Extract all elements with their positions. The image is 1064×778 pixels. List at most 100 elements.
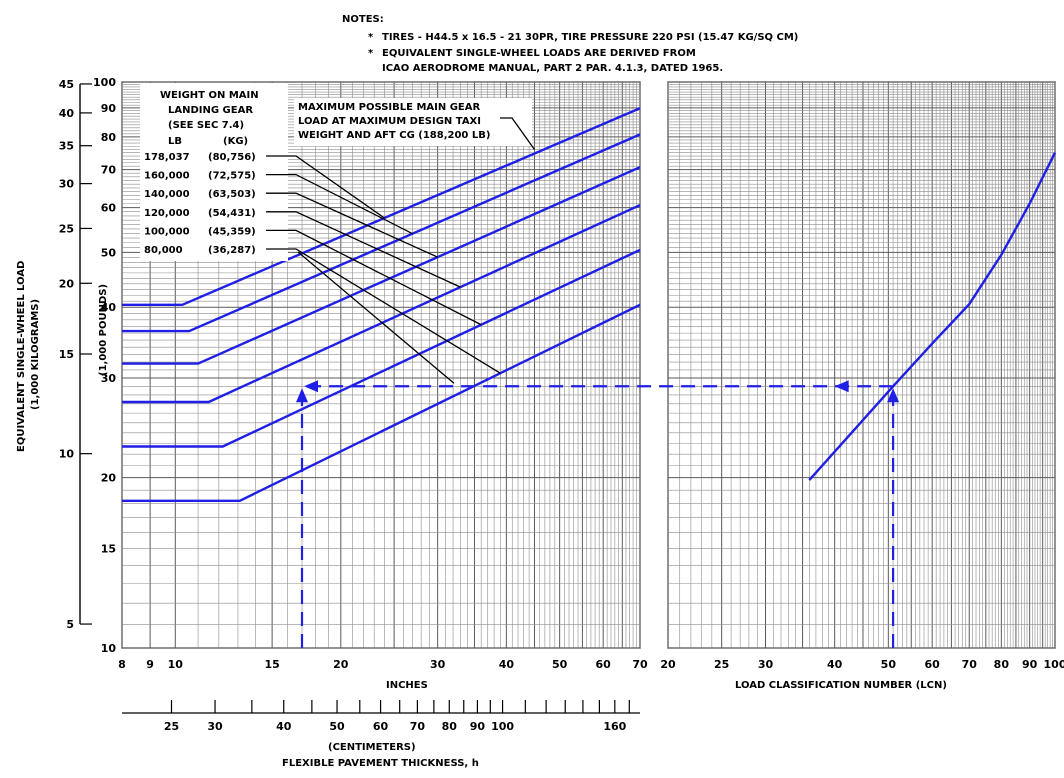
legend-kg-value: (72,575) bbox=[208, 171, 256, 182]
x-tick-inches: 60 bbox=[596, 658, 612, 671]
x-tick-lcn: 50 bbox=[881, 658, 897, 671]
legend-rows: 178,037 (80,756) 160,000 (72,575) 140,000 (63… bbox=[144, 152, 256, 256]
lcn-curve-line bbox=[808, 152, 1057, 481]
lcn-curve bbox=[808, 152, 1057, 481]
cm-tick-label: 25 bbox=[164, 720, 179, 733]
annotation-line-1: MAXIMUM POSSIBLE MAIN GEAR bbox=[298, 102, 480, 113]
x-cm-label: (CENTIMETERS) bbox=[328, 742, 416, 753]
x-tick-inches: 10 bbox=[168, 658, 184, 671]
y-tick-kilograms: 45 bbox=[59, 78, 74, 91]
annotation-line-2: LOAD AT MAXIMUM DESIGN TAXI bbox=[298, 116, 481, 127]
x-tick-inches: 50 bbox=[552, 658, 568, 671]
legend-leader-line bbox=[266, 155, 385, 219]
y-tick-pounds: 80 bbox=[101, 131, 117, 144]
notes-bullet-1: * bbox=[368, 32, 374, 43]
legend-title-1: WEIGHT ON MAIN bbox=[160, 90, 259, 101]
legend-lb-value: 120,000 bbox=[144, 208, 190, 219]
legend-leader-line bbox=[266, 192, 438, 258]
weight-curves bbox=[122, 107, 641, 502]
legend-col-lb: LB bbox=[168, 136, 182, 147]
y-tick-kilograms: 5 bbox=[66, 618, 74, 631]
arrow-left-end bbox=[304, 380, 319, 393]
centimeter-scale: 25 30 40 50 60 70 80 90 100 160 bbox=[122, 700, 640, 733]
intersect-leader-line bbox=[297, 251, 455, 384]
example-path bbox=[296, 380, 900, 648]
x-tick-lcn: 30 bbox=[758, 658, 774, 671]
legend-leader-line bbox=[266, 248, 501, 374]
left-axis-ticks: 8 9 10 15 20 30 40 50 60 70 10 15 20 30 40 50 60 70 80 90 10… bbox=[59, 76, 648, 671]
notes-heading: NOTES: bbox=[342, 14, 384, 25]
legend-lb-value: 178,037 bbox=[144, 152, 190, 163]
legend-leader-line bbox=[266, 173, 413, 235]
y-tick-pounds: 20 bbox=[101, 472, 117, 485]
y-tick-pounds: 10 bbox=[101, 642, 117, 655]
y-tick-kilograms: 40 bbox=[59, 107, 75, 120]
weight-curve bbox=[122, 303, 641, 502]
x-inches-label: INCHES bbox=[386, 680, 428, 691]
x-tick-inches: 8 bbox=[118, 658, 126, 671]
legend-leader-line bbox=[266, 229, 482, 326]
legend-lb-value: 160,000 bbox=[144, 171, 190, 182]
y-tick-pounds: 90 bbox=[101, 102, 117, 115]
legend-col-kg: (KG) bbox=[223, 136, 248, 147]
weight-curve bbox=[122, 166, 641, 365]
y-outer-label-1: EQUIVALENT SINGLE-WHEEL LOAD bbox=[16, 261, 27, 452]
x-tick-lcn: 25 bbox=[714, 658, 729, 671]
y-inner-label: (1,000 POUNDS) bbox=[98, 284, 109, 376]
y-tick-pounds: 40 bbox=[101, 301, 117, 314]
notes-line-3: ICAO AERODROME MANUAL, PART 2 PAR. 4.1.3… bbox=[382, 63, 723, 74]
y-tick-kilograms: 10 bbox=[59, 448, 75, 461]
legend-lb-value: 80,000 bbox=[144, 245, 183, 256]
right-plot-grid bbox=[667, 81, 1056, 649]
x-lcn-label: LOAD CLASSIFICATION NUMBER (LCN) bbox=[735, 680, 947, 691]
legend-title-3: (SEE SEC 7.4) bbox=[168, 120, 244, 131]
x-tick-lcn: 90 bbox=[1022, 658, 1038, 671]
arrow-left-mid bbox=[834, 380, 849, 393]
annotation-block: MAXIMUM POSSIBLE MAIN GEAR LOAD AT MAXIM… bbox=[294, 98, 532, 146]
x-thickness-label: FLEXIBLE PAVEMENT THICKNESS, h bbox=[282, 758, 479, 769]
y-tick-kilograms: 25 bbox=[59, 222, 74, 235]
cm-tick-label: 40 bbox=[276, 720, 292, 733]
x-tick-lcn: 60 bbox=[925, 658, 941, 671]
x-tick-lcn: 70 bbox=[962, 658, 978, 671]
cm-tick-label: 100 bbox=[491, 720, 514, 733]
arrow-up-right bbox=[887, 388, 900, 403]
legend-kg-value: (63,503) bbox=[208, 189, 256, 200]
y-tick-pounds: 100 bbox=[93, 76, 116, 89]
legend-kg-value: (45,359) bbox=[208, 226, 256, 237]
x-tick-inches: 15 bbox=[264, 658, 279, 671]
legend-kg-value: (54,431) bbox=[208, 208, 256, 219]
legend-title-2: LANDING GEAR bbox=[168, 105, 253, 116]
y-tick-pounds: 30 bbox=[101, 372, 117, 385]
annotation-leader-line bbox=[500, 117, 536, 150]
cm-tick-label: 70 bbox=[410, 720, 426, 733]
cm-tick-label: 60 bbox=[373, 720, 389, 733]
x-tick-lcn: 100 bbox=[1044, 658, 1064, 671]
y-tick-kilograms: 30 bbox=[59, 178, 75, 191]
notes-block: NOTES: * TIRES - H44.5 x 16.5 - 21 30PR,… bbox=[342, 14, 798, 74]
x-tick-inches: 30 bbox=[430, 658, 446, 671]
notes-line-2: EQUIVALENT SINGLE-WHEEL LOADS ARE DERIVE… bbox=[382, 48, 696, 59]
axis-labels: EQUIVALENT SINGLE-WHEEL LOAD (1,000 KILO… bbox=[16, 261, 947, 769]
y-tick-kilograms: 20 bbox=[59, 277, 75, 290]
weight-curve bbox=[122, 204, 641, 404]
cm-tick-label: 80 bbox=[442, 720, 458, 733]
cm-tick-label: 90 bbox=[470, 720, 486, 733]
legend-kg-value: (36,287) bbox=[208, 245, 256, 256]
y-tick-pounds: 50 bbox=[101, 246, 117, 259]
x-tick-inches: 70 bbox=[632, 658, 648, 671]
x-tick-inches: 40 bbox=[499, 658, 515, 671]
legend-box: WEIGHT ON MAIN LANDING GEAR (SEE SEC 7.4… bbox=[140, 83, 288, 261]
cm-tick-label: 160 bbox=[603, 720, 626, 733]
plot-frame bbox=[667, 81, 1056, 649]
x-tick-lcn: 40 bbox=[827, 658, 843, 671]
x-tick-lcn: 80 bbox=[994, 658, 1010, 671]
legend-lb-value: 140,000 bbox=[144, 189, 190, 200]
annotation-background bbox=[294, 98, 532, 146]
weight-curve bbox=[122, 107, 641, 306]
annotation-line-3: WEIGHT AND AFT CG (188,200 LB) bbox=[298, 130, 490, 141]
legend-leader-line bbox=[266, 211, 461, 288]
weight-curve bbox=[122, 133, 641, 333]
x-tick-inches: 9 bbox=[146, 658, 154, 671]
